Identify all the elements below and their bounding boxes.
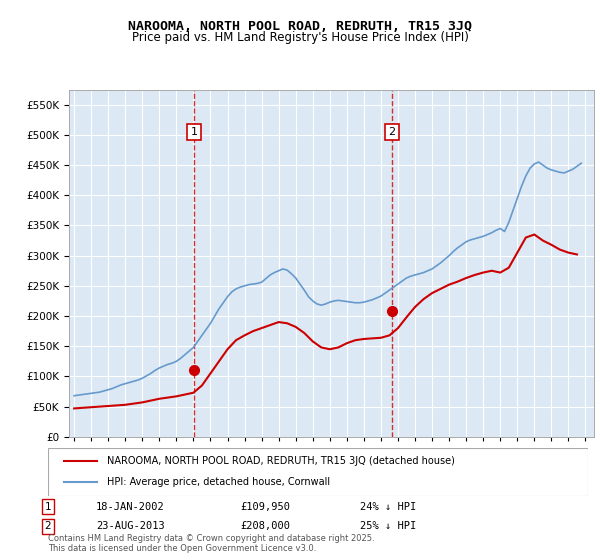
FancyBboxPatch shape	[48, 448, 588, 496]
Text: 2: 2	[44, 521, 52, 531]
Text: £109,950: £109,950	[240, 502, 290, 512]
Text: £208,000: £208,000	[240, 521, 290, 531]
Text: Price paid vs. HM Land Registry's House Price Index (HPI): Price paid vs. HM Land Registry's House …	[131, 31, 469, 44]
Text: 1: 1	[44, 502, 52, 512]
Text: 23-AUG-2013: 23-AUG-2013	[96, 521, 165, 531]
Text: Contains HM Land Registry data © Crown copyright and database right 2025.
This d: Contains HM Land Registry data © Crown c…	[48, 534, 374, 553]
Text: NAROOMA, NORTH POOL ROAD, REDRUTH, TR15 3JQ (detached house): NAROOMA, NORTH POOL ROAD, REDRUTH, TR15 …	[107, 456, 455, 466]
Text: HPI: Average price, detached house, Cornwall: HPI: Average price, detached house, Corn…	[107, 477, 331, 487]
Text: 1: 1	[191, 127, 198, 137]
Text: 25% ↓ HPI: 25% ↓ HPI	[360, 521, 416, 531]
Text: 24% ↓ HPI: 24% ↓ HPI	[360, 502, 416, 512]
Text: NAROOMA, NORTH POOL ROAD, REDRUTH, TR15 3JQ: NAROOMA, NORTH POOL ROAD, REDRUTH, TR15 …	[128, 20, 472, 32]
Text: 2: 2	[388, 127, 395, 137]
Text: 18-JAN-2002: 18-JAN-2002	[96, 502, 165, 512]
